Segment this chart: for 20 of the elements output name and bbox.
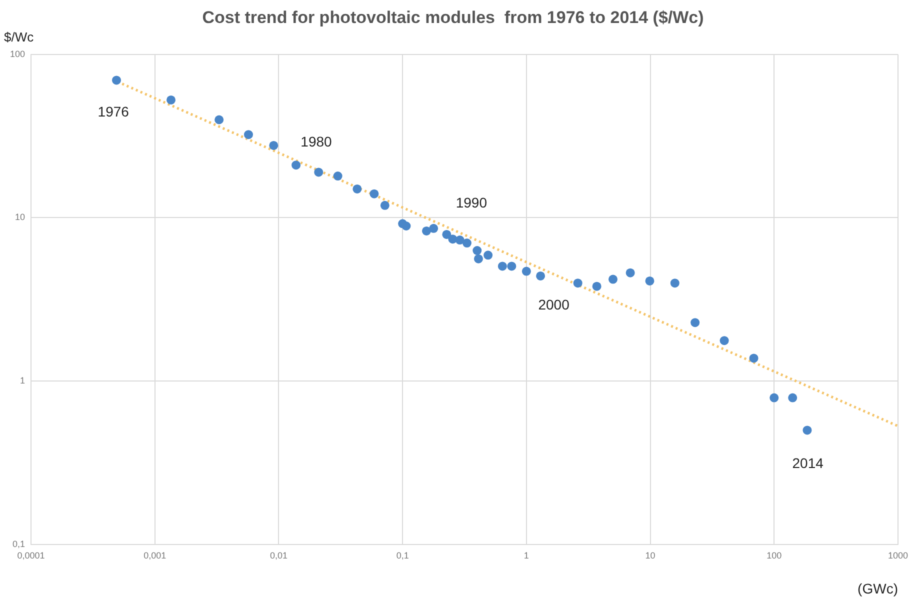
- annotation: 1976: [98, 104, 130, 120]
- y-tick-label: 1: [20, 376, 26, 386]
- annotation: 1990: [456, 194, 488, 211]
- x-tick-label: 1: [524, 550, 529, 560]
- annotation: 1980: [300, 133, 332, 150]
- y-tick-label: 10: [15, 212, 26, 222]
- y-axis-title: $/Wc: [4, 29, 34, 44]
- annotation: 2000: [538, 296, 570, 313]
- y-tick-label: 0,1: [12, 538, 26, 549]
- x-tick-label: 0,0001: [17, 550, 45, 560]
- x-tick-label: 0,001: [144, 550, 166, 560]
- x-tick-label: 100: [766, 550, 782, 560]
- x-axis-title: (GWc): [858, 580, 898, 596]
- x-tick-label: 10: [645, 550, 656, 560]
- x-tick-label: 1000: [888, 550, 908, 560]
- x-tick-label: 0,01: [270, 550, 288, 560]
- y-tick-label: 100: [10, 48, 26, 59]
- annotation: 2014: [792, 454, 824, 471]
- chart-title: Cost trend for photovoltaic modules from 1976 to 2014 ($/Wc): [202, 8, 704, 27]
- x-tick-label: 0,1: [396, 550, 409, 560]
